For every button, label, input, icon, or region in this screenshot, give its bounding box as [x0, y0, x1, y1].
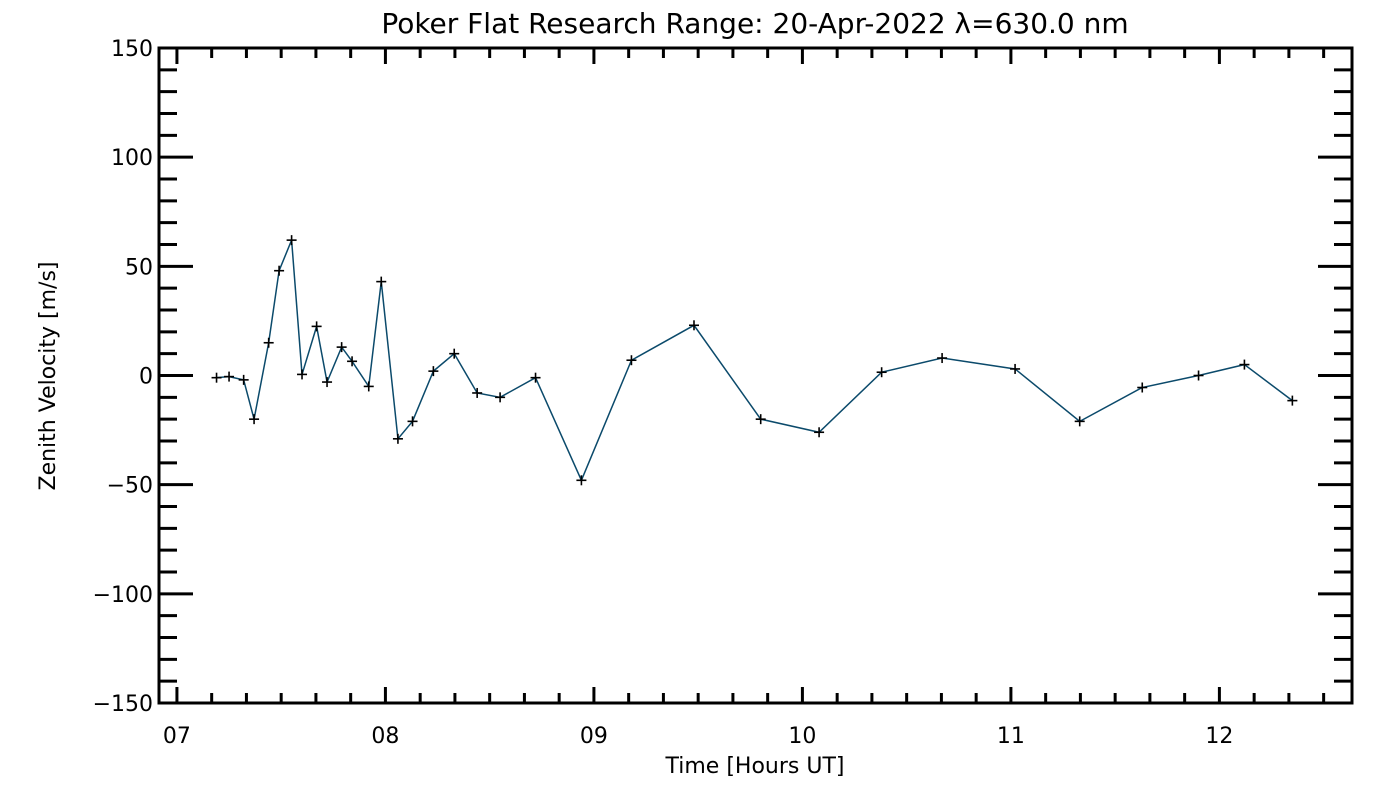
y-tick-label: 50: [125, 255, 153, 280]
data-point-marker: [688, 320, 699, 331]
data-point-marker: [428, 366, 439, 377]
data-point-marker: [224, 371, 235, 382]
x-tick-label: 08: [371, 724, 399, 749]
x-tick-label: 10: [788, 724, 816, 749]
data-point-marker: [1287, 395, 1298, 406]
data-point-marker: [876, 367, 887, 378]
data-point-marker: [530, 372, 541, 383]
data-point-marker: [1239, 359, 1250, 370]
data-point-marker: [1137, 382, 1148, 393]
chart-title: Poker Flat Research Range: 20-Apr-2022 λ…: [381, 7, 1128, 40]
data-point-marker: [376, 276, 387, 287]
x-tick-label: 07: [163, 724, 191, 749]
y-tick-label: 150: [111, 37, 153, 62]
data-point-marker: [274, 265, 285, 276]
data-point-marker: [472, 387, 483, 398]
data-point-marker: [347, 356, 358, 367]
data-point-marker: [449, 348, 460, 359]
data-point-marker: [1010, 363, 1021, 374]
y-axis-label: Zenith Velocity [m/s]: [36, 262, 61, 491]
data-point-marker: [1193, 370, 1204, 381]
axes: 07 08 09 10 11 12 −150 −100 −50 0 50 100 150: [93, 37, 1354, 749]
plot-area: [211, 235, 1298, 486]
x-axis-label: Time [Hours UT]: [665, 754, 845, 779]
data-point-marker: [392, 433, 403, 444]
data-point-marker: [363, 381, 374, 392]
x-tick-label: 11: [997, 724, 1025, 749]
x-tick-label: 12: [1205, 724, 1233, 749]
y-tick-label: 100: [111, 146, 153, 171]
data-point-marker: [311, 321, 322, 332]
data-point-marker: [286, 235, 297, 246]
data-point-marker: [297, 369, 308, 380]
data-point-marker: [336, 342, 347, 353]
series-line: [216, 239, 1293, 483]
data-point-marker: [249, 414, 260, 425]
x-tick-label: 09: [580, 724, 608, 749]
data-point-marker: [263, 337, 274, 348]
y-tick-label: −50: [107, 474, 153, 499]
data-point-marker: [755, 414, 766, 425]
data-point-marker: [211, 372, 222, 383]
y-tick-label: −150: [93, 692, 153, 717]
plot-frame: [157, 46, 1354, 705]
data-point-marker: [495, 392, 506, 403]
data-point-marker: [937, 353, 948, 364]
data-point-marker: [322, 377, 333, 388]
data-point-marker: [626, 355, 637, 366]
y-tick-label: −100: [93, 583, 153, 608]
data-point-marker: [238, 374, 249, 385]
data-point-marker: [407, 416, 418, 427]
data-point-marker: [814, 427, 825, 438]
y-tick-label: 0: [139, 365, 153, 390]
data-point-marker: [576, 475, 587, 486]
data-point-marker: [1074, 416, 1085, 427]
